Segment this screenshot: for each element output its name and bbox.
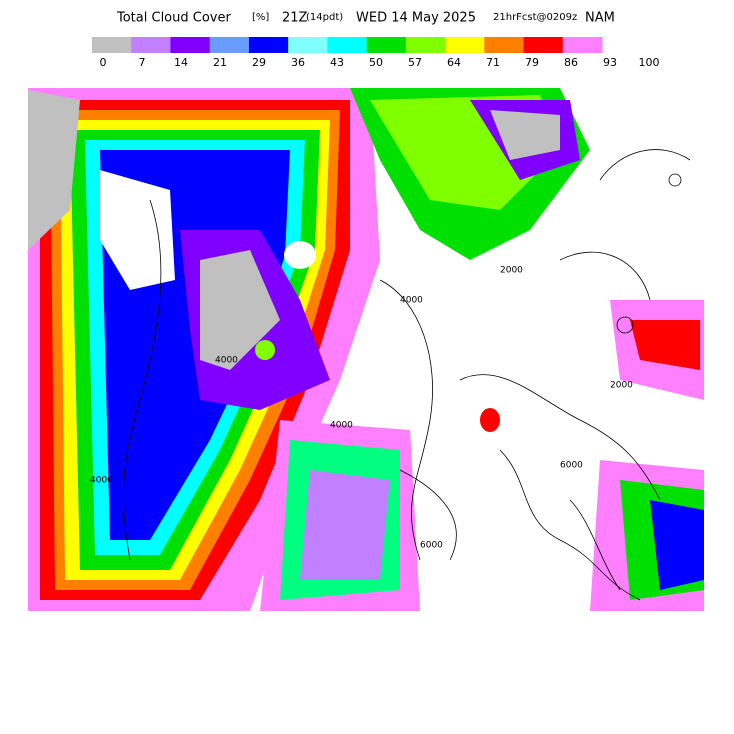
contour-label: 4000: [400, 296, 423, 306]
legend-swatch: [209, 37, 250, 53]
local-time: (14pdt): [306, 12, 343, 23]
legend-label: 86: [564, 56, 578, 69]
contour-label: 6000: [560, 461, 583, 471]
legend-swatch: [445, 37, 485, 53]
legend: 0 7 14 21 29 36 43 50 57 64 71 79 86 93 100: [92, 37, 660, 69]
legend-swatch: [484, 37, 525, 53]
title: Total Cloud Cover: [116, 11, 231, 26]
legend-label: 93: [603, 56, 617, 69]
cloud-field: [28, 88, 704, 611]
legend-label: 79: [525, 56, 539, 69]
legend-label: 0: [100, 56, 107, 69]
legend-label: 71: [486, 56, 500, 69]
contour-label: 4000: [215, 356, 238, 366]
valid-time: 21Z: [282, 11, 308, 26]
legend-swatch: [248, 37, 289, 53]
legend-swatch: [288, 37, 328, 53]
legend-label: 43: [330, 56, 344, 69]
legend-label: 14: [174, 56, 188, 69]
legend-swatch: [405, 37, 446, 53]
legend-swatch: [170, 37, 211, 53]
legend-label: 100: [639, 56, 660, 69]
legend-label: 36: [291, 56, 305, 69]
legend-label: 29: [252, 56, 266, 69]
forecast: 21hrFcst@0209z: [493, 12, 577, 23]
map: 4000 4000 6000 2000 4000 2000 6000 4000: [28, 88, 704, 611]
contour-label: 2000: [610, 381, 633, 391]
model: NAM: [585, 11, 615, 26]
legend-swatch: [366, 37, 407, 53]
legend-swatch: [131, 37, 171, 53]
contour-label: 4000: [330, 421, 353, 431]
contour-label: 4000: [90, 476, 113, 486]
legend-swatch: [562, 37, 603, 53]
contours: [123, 149, 691, 601]
contour-label: 6000: [420, 541, 443, 551]
contour-label: 2000: [500, 266, 523, 276]
legend-swatch: [92, 37, 132, 53]
legend-label: 64: [447, 56, 461, 69]
legend-label: 21: [213, 56, 227, 69]
legend-label: 50: [369, 56, 383, 69]
legend-label: 7: [139, 56, 146, 69]
legend-swatch: [327, 37, 368, 53]
legend-label: 57: [408, 56, 422, 69]
legend-swatch: [523, 37, 564, 53]
date: WED 14 May 2025: [356, 11, 476, 26]
units: [%]: [252, 12, 269, 23]
